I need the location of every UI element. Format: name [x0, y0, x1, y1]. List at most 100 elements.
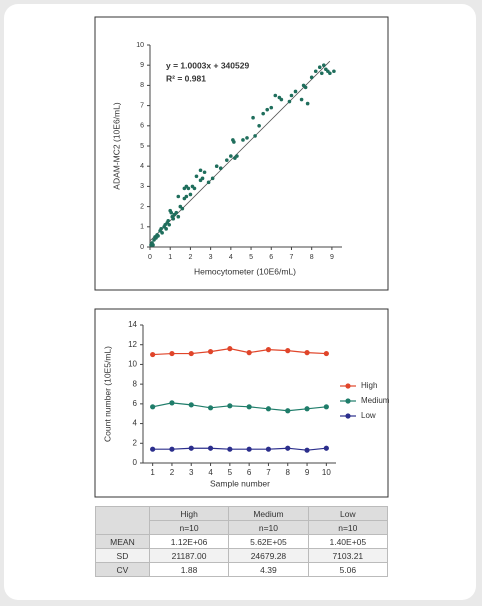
annotation: y = 1.0003x + 340529 — [166, 60, 249, 70]
point — [184, 194, 189, 199]
point — [305, 101, 310, 106]
point — [176, 214, 181, 219]
y-tick-label: 4 — [133, 419, 138, 428]
point — [192, 186, 197, 191]
y-tick-label: 0 — [140, 244, 144, 251]
x-tick-label: 6 — [269, 254, 273, 261]
point — [150, 446, 156, 452]
x-tick-label: 7 — [290, 254, 294, 261]
corner-cell — [95, 506, 150, 535]
x-tick-label: 7 — [266, 468, 271, 477]
card — [4, 4, 476, 600]
x-tick-label: 10 — [322, 468, 331, 477]
point — [150, 404, 156, 410]
point — [269, 105, 274, 110]
point — [304, 406, 310, 412]
row-label: CV — [95, 562, 150, 577]
row-label: MEAN — [95, 534, 150, 549]
x-tick-label: 1 — [150, 468, 155, 477]
legend-marker — [345, 398, 351, 404]
cell: 1.88 — [148, 562, 230, 577]
point — [285, 408, 291, 414]
x-tick-label: 2 — [188, 254, 192, 261]
n-cell: n=10 — [228, 520, 309, 535]
point — [304, 447, 310, 453]
point — [202, 170, 207, 175]
point — [303, 85, 308, 90]
cell: 1.12E+06 — [148, 534, 230, 549]
x-tick-label: 3 — [189, 468, 194, 477]
point — [176, 194, 181, 199]
point — [309, 75, 314, 80]
point — [323, 350, 329, 357]
point — [299, 97, 304, 102]
point — [287, 99, 292, 104]
x-tick-label: 1 — [168, 254, 172, 261]
point — [166, 218, 170, 223]
point — [265, 406, 272, 412]
point — [257, 124, 261, 128]
point — [246, 350, 252, 356]
point — [232, 140, 236, 144]
point — [169, 446, 175, 452]
point — [207, 349, 214, 355]
point — [293, 89, 298, 94]
point — [206, 180, 211, 185]
header-cell: Low — [307, 506, 389, 521]
y-tick-label: 3 — [140, 183, 144, 190]
x-tick-label: 5 — [249, 254, 253, 261]
point — [251, 115, 255, 120]
point — [188, 192, 193, 197]
point — [261, 111, 265, 116]
point — [285, 348, 291, 354]
x-tick-label: 4 — [208, 468, 213, 477]
cell: 4.39 — [228, 562, 309, 577]
y-tick-label: 10 — [136, 42, 144, 49]
x-tick-label: 8 — [286, 468, 291, 477]
y-tick-label: 14 — [128, 320, 137, 329]
y-tick-label: 4 — [140, 163, 144, 170]
point — [207, 445, 214, 451]
point — [200, 176, 205, 181]
point — [174, 210, 179, 215]
n-cell: n=10 — [307, 520, 389, 535]
chart-frame — [94, 308, 389, 498]
cell: 5.06 — [307, 562, 389, 577]
point — [151, 243, 155, 247]
point — [322, 63, 326, 67]
y-tick-label: 1 — [140, 224, 144, 231]
x-tick-label: 8 — [310, 254, 314, 261]
legend-marker — [345, 383, 351, 389]
x-tick-label: 2 — [170, 468, 175, 477]
cell: 5.62E+05 — [228, 534, 309, 549]
point — [273, 93, 278, 98]
point — [253, 134, 257, 138]
point — [279, 97, 284, 102]
y-tick-label: 9 — [140, 62, 144, 69]
point — [169, 210, 174, 215]
point — [246, 446, 252, 452]
point — [159, 227, 163, 231]
x-tick-label: 5 — [228, 468, 233, 477]
point — [265, 446, 272, 452]
point — [265, 347, 272, 353]
point — [245, 136, 249, 140]
point — [218, 166, 223, 171]
point — [265, 107, 270, 112]
legend-label: High — [361, 381, 377, 390]
point — [180, 206, 185, 211]
x-tick-label: 9 — [305, 468, 310, 477]
point — [332, 69, 336, 74]
point — [319, 71, 324, 76]
point — [169, 350, 175, 357]
point — [164, 227, 168, 231]
point — [323, 404, 329, 410]
x-tick-label: 6 — [247, 468, 252, 477]
y-axis-label: ADAM-MC2 (10E6/mL) — [111, 102, 121, 190]
y-tick-label: 6 — [140, 123, 144, 130]
point — [227, 403, 233, 409]
y-tick-label: 5 — [140, 143, 144, 150]
point — [169, 400, 175, 406]
point — [323, 445, 329, 451]
